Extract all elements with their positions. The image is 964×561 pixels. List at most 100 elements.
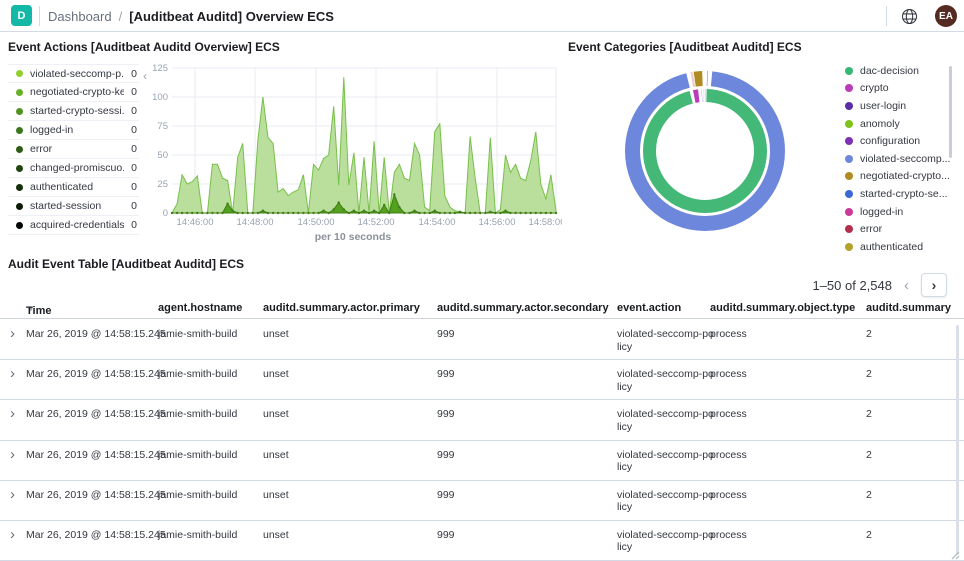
- svg-text:14:50:00: 14:50:00: [298, 217, 335, 228]
- legend-swatch-icon: [845, 84, 853, 93]
- legend-item[interactable]: started-session 0: [8, 197, 139, 216]
- cell-hostname: jamie-smith-build: [158, 408, 238, 421]
- cell-hostname: jamie-smith-build: [158, 488, 238, 501]
- legend-item[interactable]: logged-in 0: [8, 121, 139, 140]
- legend-item[interactable]: crypto: [845, 80, 945, 98]
- legend-label: changed-promiscuo...: [30, 162, 125, 174]
- event-actions-area-chart[interactable]: 0 25 50 75 100 125 14:46:00 14:48:00 14:50:00 14:…: [150, 56, 562, 246]
- legend-label: started-crypto-se...: [860, 187, 948, 200]
- cell-object-type: process: [710, 368, 747, 381]
- breadcrumb: Dashboard / [Auditbeat Auditd] Overview …: [48, 9, 334, 24]
- legend-scrollbar[interactable]: [949, 66, 952, 158]
- cell-event-action: violated-seccomp-policy: [617, 328, 714, 353]
- resize-handle-icon[interactable]: [948, 548, 960, 560]
- cell-actor-primary: unset: [263, 328, 289, 340]
- legend-item[interactable]: error 0: [8, 140, 139, 159]
- event-categories-donut-chart[interactable]: [620, 66, 790, 236]
- legend-collapse-icon[interactable]: ‹: [143, 69, 147, 83]
- cell-object-type: process: [710, 528, 747, 541]
- cell-event-action: violated-seccomp-policy: [617, 448, 714, 474]
- legend-item[interactable]: negotiated-crypto...: [845, 168, 950, 186]
- column-header-event-action[interactable]: event.action: [617, 302, 682, 314]
- table-scrollbar[interactable]: [956, 325, 959, 555]
- pagination-prev-button[interactable]: ‹: [900, 277, 913, 294]
- cell-actor-secondary: 999: [437, 448, 455, 461]
- cell-summary: 2: [866, 488, 872, 501]
- legend-swatch-icon: [845, 189, 853, 198]
- globe-button[interactable]: [899, 6, 919, 26]
- legend-label: error: [860, 223, 883, 236]
- breadcrumb-dashboard-link[interactable]: Dashboard: [48, 9, 112, 24]
- svg-text:14:52:00: 14:52:00: [358, 217, 395, 228]
- legend-label: negotiated-crypto...: [860, 170, 950, 183]
- legend-value: 0: [131, 162, 137, 174]
- legend-swatch-icon: [16, 183, 23, 191]
- svg-text:0: 0: [163, 208, 168, 219]
- user-avatar[interactable]: EA: [935, 5, 957, 27]
- svg-text:14:46:00: 14:46:00: [177, 217, 214, 228]
- svg-text:14:48:00: 14:48:00: [237, 217, 274, 228]
- kibana-logo[interactable]: D: [11, 5, 32, 26]
- svg-text:75: 75: [157, 121, 168, 132]
- legend-label: violated-seccomp...: [860, 152, 951, 165]
- legend-swatch-icon: [845, 101, 853, 110]
- globe-icon: [901, 8, 917, 24]
- legend-item[interactable]: error: [845, 220, 945, 238]
- cell-time: Mar 26, 2019 @ 14:58:15.245: [26, 328, 166, 340]
- cell-hostname: jamie-smith-build: [158, 448, 238, 461]
- expand-row-icon[interactable]: ›: [10, 365, 15, 383]
- legend-swatch-icon: [845, 207, 853, 216]
- legend-item[interactable]: configuration: [845, 132, 945, 150]
- legend-item[interactable]: violated-seccomp...: [845, 150, 950, 168]
- expand-row-icon[interactable]: ›: [10, 445, 15, 463]
- cell-actor-primary: unset: [263, 368, 289, 381]
- legend-item[interactable]: changed-promiscuo... 0: [8, 159, 139, 178]
- expand-row-icon[interactable]: ›: [10, 325, 15, 342]
- expand-row-icon[interactable]: ›: [10, 485, 15, 503]
- legend-item[interactable]: anomoly: [845, 115, 945, 133]
- donut-slice-violated-seccomp[interactable]: [625, 71, 785, 231]
- legend-item[interactable]: started-crypto-se...: [845, 185, 948, 203]
- expand-row-icon[interactable]: ›: [10, 405, 15, 423]
- cell-hostname: jamie-smith-build: [158, 328, 238, 340]
- legend-item[interactable]: violated-seccomp-p... 0: [8, 64, 139, 83]
- legend-value: 0: [131, 67, 137, 80]
- legend-item[interactable]: logged-in: [845, 203, 945, 221]
- cell-actor-primary: unset: [263, 528, 289, 541]
- cell-summary: 2: [866, 408, 872, 421]
- svg-text:per 10 seconds: per 10 seconds: [315, 231, 392, 243]
- legend-item[interactable]: started-crypto-sessi... 0: [8, 102, 139, 121]
- legend-item[interactable]: authenticated: [845, 238, 945, 256]
- legend-item[interactable]: user-login: [845, 97, 945, 115]
- legend-item[interactable]: dac-decision: [845, 62, 945, 80]
- legend-label: authenticated: [860, 240, 924, 253]
- column-header-summary[interactable]: auditd.summary: [866, 302, 951, 314]
- expand-row-icon[interactable]: ›: [10, 525, 15, 543]
- svg-text:125: 125: [152, 63, 168, 74]
- top-nav-bar: D Dashboard / [Auditbeat Auditd] Overvie…: [0, 0, 964, 32]
- cell-actor-primary: unset: [263, 448, 289, 461]
- cell-object-type: process: [710, 488, 747, 501]
- legend-item[interactable]: negotiated-crypto-key 0: [8, 83, 139, 102]
- svg-text:50: 50: [157, 150, 168, 161]
- legend-label: dac-decision: [860, 64, 919, 77]
- column-header-object-type[interactable]: auditd.summary.object.type: [710, 302, 856, 314]
- column-header-actor-secondary[interactable]: auditd.summary.actor.secondary: [437, 302, 609, 314]
- column-header-time[interactable]: Time ▾: [26, 304, 52, 317]
- cell-object-type: process: [710, 408, 747, 421]
- legend-value: 0: [131, 86, 137, 98]
- legend-swatch-icon: [16, 202, 23, 210]
- pagination-next-button[interactable]: ›: [921, 273, 947, 297]
- legend-item[interactable]: authenticated 0: [8, 178, 139, 197]
- cell-time: Mar 26, 2019 @ 14:58:15.245: [26, 408, 166, 421]
- svg-text:25: 25: [157, 179, 168, 190]
- legend-label: anomoly: [860, 117, 900, 130]
- legend-item[interactable]: acquired-credentials 0: [8, 216, 139, 235]
- column-header-actor-primary[interactable]: auditd.summary.actor.primary: [263, 302, 420, 314]
- legend-swatch-icon: [845, 225, 853, 234]
- column-header-hostname[interactable]: agent.hostname: [158, 302, 243, 314]
- legend-label: crypto: [860, 82, 889, 95]
- donut-slice-dac-decision[interactable]: [643, 89, 767, 213]
- table-row: › Mar 26, 2019 @ 14:58:15.245 jamie-smit…: [0, 521, 964, 561]
